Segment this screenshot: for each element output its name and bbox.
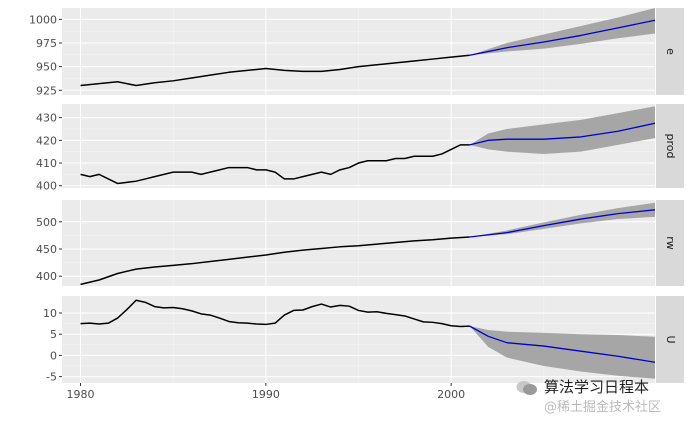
x-tick-label: 2000: [437, 388, 465, 401]
facet-panel-rw: 400 450 500 rw: [36, 200, 684, 286]
forecast-interval-band-U: [469, 326, 655, 379]
y-tick-label: -5: [46, 371, 57, 384]
y-tick-label: 975: [36, 37, 57, 50]
facet-panel-e: 925 950 975 1000 e: [29, 8, 684, 97]
history-line-U: [80, 299, 470, 328]
y-tick-label: 1000: [29, 13, 57, 26]
facet-strip-label: prod: [664, 134, 677, 159]
forecast-line-prod: [469, 122, 656, 146]
forecast-line-rw: [469, 209, 656, 238]
y-tick-label: 925: [36, 84, 57, 97]
y-tick-label: 450: [36, 243, 57, 256]
watermark-title: 算法学习日程本: [544, 378, 650, 396]
facet-strip-background: [656, 296, 684, 383]
forecast-interval-band-rw: [469, 202, 655, 238]
y-tick-label: 10: [43, 307, 57, 320]
y-tick-label: 500: [36, 216, 57, 229]
facet-panel-prod: 400 410 420 430 prod: [36, 104, 684, 193]
watermark-subtitle: @稀土掘金技术社区: [544, 400, 662, 415]
x-tick-label: 1990: [252, 388, 280, 401]
y-tick-label: 410: [36, 157, 57, 170]
facet-strip-label: rw: [664, 236, 677, 250]
history-line-e: [80, 54, 470, 87]
y-tick-label: 950: [36, 61, 57, 74]
y-tick-label: 430: [36, 112, 57, 125]
history-line-rw: [80, 236, 470, 286]
y-tick-label: 0: [50, 349, 57, 362]
forecast-interval-band-prod: [469, 106, 655, 154]
facet-strip-label: U: [664, 335, 677, 343]
y-tick-label: 400: [36, 180, 57, 193]
wechat-logo-icon: [516, 381, 537, 395]
facet-strip-background: [656, 104, 684, 188]
forecast-line-U: [469, 325, 656, 363]
facet-panel-U: -5 0 5 10 U: [43, 296, 684, 384]
forecast-line-e: [469, 19, 656, 56]
y-tick-label: 420: [36, 134, 57, 147]
y-tick-label: 400: [36, 270, 57, 283]
history-line-prod: [80, 144, 470, 185]
forecast-interval-band-e: [469, 8, 655, 56]
facet-strip-background: [656, 200, 684, 286]
x-tick-label: 1980: [67, 388, 95, 401]
facet-strip-background: [656, 8, 684, 95]
y-tick-label: 5: [50, 328, 57, 341]
watermark: 算法学习日程本 @稀土掘金技术社区: [512, 374, 682, 418]
facet-strip-label: e: [664, 48, 677, 55]
